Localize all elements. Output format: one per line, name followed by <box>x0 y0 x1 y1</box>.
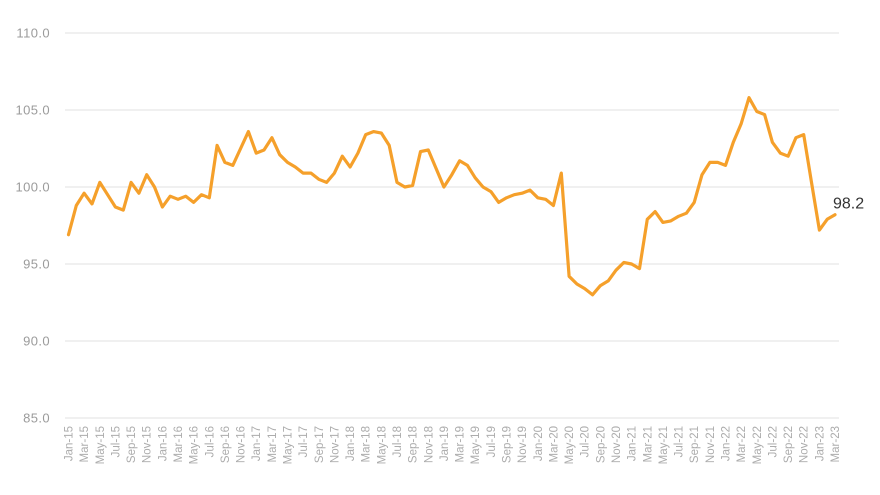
x-axis-tick-label: Nov-22 <box>799 426 811 463</box>
x-axis-tick-label: Mar-20 <box>548 426 560 462</box>
x-axis-tick-label: Jul-22 <box>767 426 779 457</box>
x-axis-tick-label: Jul-17 <box>298 426 310 457</box>
x-axis-tick-label: May-19 <box>470 426 482 464</box>
x-axis-tick-label: Jan-15 <box>64 426 76 461</box>
x-axis-tick-label: Nov-21 <box>705 426 717 463</box>
x-axis-tick-label: Mar-19 <box>455 426 467 462</box>
x-axis-tick-label: Jan-18 <box>345 426 357 461</box>
x-axis-tick-label: Sep-21 <box>689 426 701 463</box>
x-axis-tick-label: Nov-16 <box>236 426 248 463</box>
x-axis-tick-label: Mar-17 <box>267 426 279 462</box>
x-axis-tick-label: May-16 <box>189 426 201 464</box>
x-axis-tick-label: Sep-16 <box>220 426 232 463</box>
x-axis-tick-label: Jan-16 <box>157 426 169 461</box>
end-value-label: 98.2 <box>833 196 864 213</box>
x-axis-tick-label: Sep-22 <box>783 426 795 463</box>
x-axis-tick-label: May-15 <box>95 426 107 464</box>
x-axis-tick-label: Nov-15 <box>142 426 154 463</box>
x-axis-tick-label: Jul-15 <box>110 426 122 457</box>
x-axis-tick-label: Sep-17 <box>314 426 326 463</box>
x-axis-tick-label: Jan-17 <box>251 426 263 461</box>
x-axis-tick-label: Jan-23 <box>814 426 826 461</box>
x-axis-tick-label: Sep-20 <box>595 426 607 463</box>
x-axis-tick-label: Jan-20 <box>533 426 545 461</box>
x-axis-tick-label: Nov-17 <box>329 426 341 463</box>
x-axis-tick-label: Mar-23 <box>830 426 842 462</box>
x-axis-tick-label: Jul-16 <box>204 426 216 457</box>
x-axis-tick-label: Nov-20 <box>611 426 623 463</box>
x-axis-tick-label: Jul-18 <box>392 426 404 457</box>
x-axis-tick-label: May-22 <box>752 426 764 464</box>
y-axis-tick-label: 105.0 <box>15 103 50 118</box>
y-axis-tick-label: 100.0 <box>15 180 50 195</box>
x-axis-tick-label: Sep-18 <box>408 426 420 463</box>
y-axis-tick-label: 90.0 <box>23 334 50 349</box>
x-axis-tick-label: May-20 <box>564 426 576 464</box>
x-axis-tick-label: Mar-15 <box>79 426 91 462</box>
x-axis-tick-label: Mar-21 <box>642 426 654 462</box>
x-axis-tick-label: Jul-19 <box>486 426 498 457</box>
x-axis-tick-label: Jul-21 <box>674 426 686 457</box>
x-axis-tick-label: Nov-18 <box>423 426 435 463</box>
x-axis-tick-label: Jul-20 <box>580 426 592 457</box>
x-axis-tick-label: May-18 <box>376 426 388 464</box>
y-axis-tick-label: 95.0 <box>23 257 50 272</box>
x-axis-tick-label: Mar-16 <box>173 426 185 462</box>
x-axis-tick-label: Sep-19 <box>502 426 514 463</box>
x-axis-tick-label: May-21 <box>658 426 670 464</box>
x-axis-tick-label: Nov-19 <box>517 426 529 463</box>
x-axis-tick-label: Mar-22 <box>736 426 748 462</box>
x-axis-tick-label: Sep-15 <box>126 426 138 463</box>
x-axis-tick-label: Jan-22 <box>721 426 733 461</box>
x-axis-tick-label: Jan-19 <box>439 426 451 461</box>
x-axis-tick-label: Jan-21 <box>627 426 639 461</box>
x-axis-tick-label: Mar-18 <box>361 426 373 462</box>
y-axis-tick-label: 85.0 <box>23 411 50 426</box>
x-axis-tick-label: May-17 <box>283 426 295 464</box>
y-axis-tick-label: 110.0 <box>16 26 50 41</box>
index-series-line <box>66 96 837 297</box>
